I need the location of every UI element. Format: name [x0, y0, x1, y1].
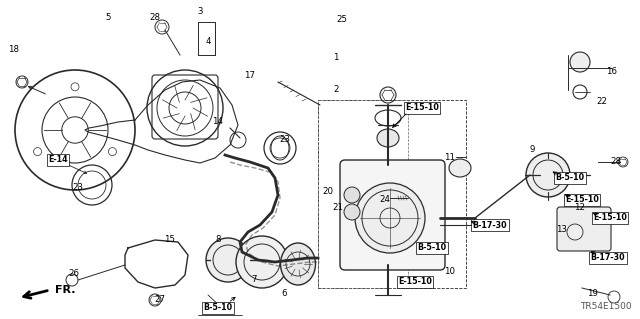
FancyBboxPatch shape: [340, 160, 445, 270]
Circle shape: [570, 52, 590, 72]
Text: E-15-10: E-15-10: [593, 213, 627, 222]
Text: E-15-10: E-15-10: [405, 103, 439, 113]
Ellipse shape: [449, 159, 471, 177]
Text: 1: 1: [333, 53, 339, 62]
Ellipse shape: [280, 243, 316, 285]
Circle shape: [206, 238, 250, 282]
Text: 19: 19: [587, 290, 597, 299]
FancyBboxPatch shape: [557, 207, 611, 251]
Text: 10: 10: [445, 268, 456, 277]
Text: B-17-30: B-17-30: [591, 254, 625, 263]
Text: 11: 11: [445, 152, 456, 161]
Text: 9: 9: [529, 145, 534, 154]
Text: TR54E1500: TR54E1500: [580, 302, 632, 311]
Text: 3: 3: [197, 8, 203, 17]
Text: 12: 12: [575, 203, 586, 211]
Text: B-5-10: B-5-10: [204, 303, 232, 313]
Circle shape: [526, 153, 570, 197]
Text: 15: 15: [164, 235, 175, 244]
Text: E-14: E-14: [48, 155, 68, 165]
Text: 18: 18: [8, 46, 19, 55]
Text: 22: 22: [596, 98, 607, 107]
Text: 24: 24: [380, 196, 390, 204]
Bar: [318, 100, 466, 288]
Circle shape: [236, 236, 288, 288]
Text: 17: 17: [244, 71, 255, 80]
Text: 25: 25: [337, 16, 348, 25]
Text: 16: 16: [607, 68, 618, 77]
Text: E-15-10: E-15-10: [398, 278, 432, 286]
Text: 26: 26: [68, 270, 79, 278]
Circle shape: [355, 183, 425, 253]
Text: B-5-10: B-5-10: [556, 174, 584, 182]
Text: 20: 20: [323, 188, 333, 197]
Text: 28: 28: [611, 158, 621, 167]
Text: 28: 28: [150, 13, 161, 23]
Text: 23: 23: [280, 136, 291, 145]
Text: 6: 6: [281, 290, 287, 299]
Text: 21: 21: [333, 204, 344, 212]
Text: 14: 14: [212, 117, 223, 127]
Bar: [318, 100, 408, 288]
Text: 27: 27: [154, 295, 166, 305]
Text: 2: 2: [333, 85, 339, 94]
Text: B-5-10: B-5-10: [417, 243, 447, 253]
Text: 13: 13: [557, 226, 568, 234]
Circle shape: [344, 187, 360, 203]
Text: 8: 8: [215, 235, 221, 244]
Circle shape: [344, 204, 360, 220]
Text: 4: 4: [205, 38, 211, 47]
Ellipse shape: [377, 129, 399, 147]
Text: 23: 23: [72, 183, 83, 192]
Text: 5: 5: [105, 13, 111, 23]
Text: E-15-10: E-15-10: [565, 196, 599, 204]
Text: B-17-30: B-17-30: [473, 220, 508, 229]
Text: 7: 7: [252, 276, 257, 285]
Text: FR.: FR.: [55, 285, 76, 295]
